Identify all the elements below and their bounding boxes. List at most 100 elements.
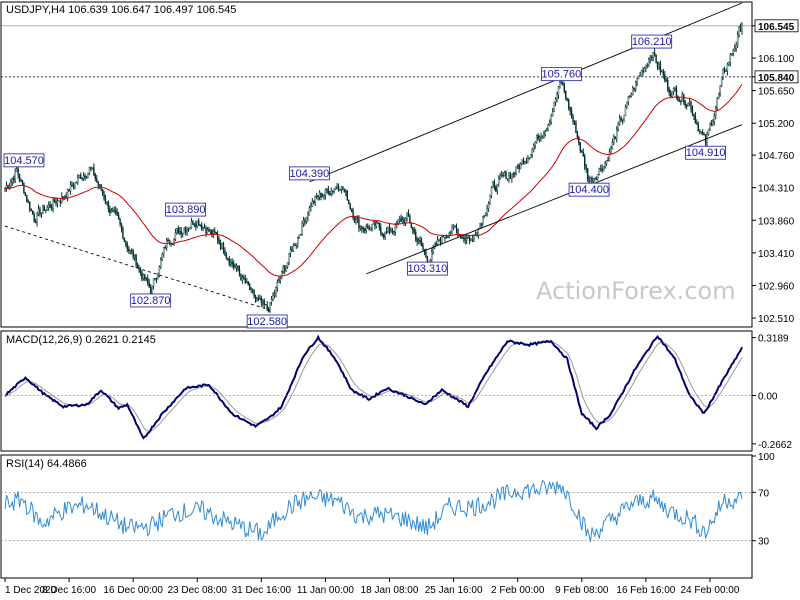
candle-body-360 <box>528 157 531 159</box>
candle-body-434 <box>636 78 638 83</box>
candle-body-227 <box>334 186 337 190</box>
candle-body-445 <box>652 52 654 58</box>
candle-body-79 <box>119 219 121 225</box>
candle-body-219 <box>323 195 325 197</box>
candle-body-209 <box>308 207 311 216</box>
annotation-box-106.210 <box>631 34 673 49</box>
candle-body-264 <box>388 226 391 231</box>
candle-body-137 <box>203 227 206 229</box>
candle-body-332 <box>487 202 490 209</box>
candle-body-506 <box>741 25 743 32</box>
candle-body-5 <box>11 178 13 183</box>
candle-body-379 <box>556 94 558 100</box>
candle-body-462 <box>677 95 679 101</box>
candle-body-407 <box>597 174 599 180</box>
time-tick-3: 23 Dec 08:00 <box>168 585 228 596</box>
candle-body-171 <box>253 289 255 296</box>
candle-body-475 <box>696 122 698 125</box>
candle-body-174 <box>257 298 260 300</box>
candle-body-395 <box>579 143 582 152</box>
candle-body-493 <box>722 70 724 78</box>
candle-body-94 <box>141 271 143 279</box>
macd-tick-0.3189: 0.3189 <box>758 334 789 345</box>
annotation-box-102.870 <box>130 293 172 308</box>
candle-body-371 <box>544 131 547 136</box>
candle-body-289 <box>425 251 427 258</box>
candle-body-166 <box>246 281 248 284</box>
candle-body-328 <box>482 215 484 225</box>
candle-body-45 <box>69 184 72 192</box>
rsi-tick-100: 100 <box>758 452 775 463</box>
candle-body-35 <box>55 201 57 204</box>
candle-body-182 <box>269 302 271 313</box>
candle-body-97 <box>145 278 147 280</box>
candle-body-480 <box>703 134 705 136</box>
candle-body-151 <box>224 249 226 256</box>
candle-body-265 <box>390 230 392 232</box>
candle-body-321 <box>471 237 474 240</box>
candle-body-331 <box>486 208 488 214</box>
candle-body-465 <box>681 94 683 102</box>
channel-upper <box>309 2 743 183</box>
candle-body-200 <box>295 243 298 246</box>
candle-body-468 <box>685 105 688 107</box>
candle-body-450 <box>659 64 662 72</box>
time-tick-1: 8 Dec 16:00 <box>42 585 96 596</box>
candle-body-95 <box>142 274 145 279</box>
candle-body-296 <box>435 243 437 245</box>
candle-body-412 <box>604 163 606 167</box>
candle-body-241 <box>355 219 357 223</box>
candle-body-48 <box>74 182 76 187</box>
candle-body-188 <box>278 280 280 283</box>
candle-body-494 <box>723 70 726 72</box>
candle-body-392 <box>575 122 577 133</box>
candle-body-344 <box>505 172 507 180</box>
candle-body-147 <box>218 239 220 244</box>
candle-body-17 <box>29 201 31 210</box>
candle-body-501 <box>734 48 736 51</box>
candle-body-420 <box>616 129 618 140</box>
candle-body-383 <box>562 81 564 85</box>
candle-body-271 <box>399 218 401 221</box>
candle-body-102 <box>152 278 155 287</box>
candle-body-157 <box>232 263 235 267</box>
time-tick-7: 25 Jan 16:00 <box>425 585 483 596</box>
annotation-box-103.890 <box>165 202 207 217</box>
candle-body-473 <box>693 113 695 117</box>
annotation-box-104.400 <box>568 182 610 197</box>
candle-body-206 <box>304 220 306 222</box>
annotation-box-104.910 <box>685 145 726 160</box>
candle-body-155 <box>230 262 232 265</box>
candle-body-380 <box>557 86 560 95</box>
candle-body-249 <box>366 226 369 228</box>
candle-body-366 <box>537 134 539 140</box>
candle-body-187 <box>276 282 279 289</box>
candle-body-2 <box>7 185 9 188</box>
candle-body-87 <box>131 250 133 252</box>
candle-body-175 <box>259 298 261 300</box>
candle-body-263 <box>387 226 389 232</box>
candle-body-130 <box>193 224 196 226</box>
candle-body-398 <box>583 155 586 167</box>
candle-body-484 <box>709 123 711 130</box>
candle-body-167 <box>247 281 249 286</box>
candle-body-483 <box>707 128 710 135</box>
candle-body-458 <box>671 91 673 97</box>
candle-body-369 <box>541 136 544 139</box>
candle-body-232 <box>342 186 344 191</box>
candle-body-184 <box>272 295 274 300</box>
candle-body-487 <box>713 115 716 122</box>
candle-body-230 <box>339 188 341 190</box>
time-tick-2: 16 Dec 00:00 <box>103 585 163 596</box>
candle-body-173 <box>256 298 258 300</box>
candle-body-308 <box>452 225 455 228</box>
candle-body-205 <box>302 220 305 224</box>
annotation-103.890: 103.890 <box>166 204 206 216</box>
candle-body-52 <box>80 175 82 179</box>
candle-body-126 <box>187 229 190 231</box>
candle-body-339 <box>498 177 500 185</box>
candle-body-284 <box>417 239 420 242</box>
candle-body-437 <box>640 70 643 76</box>
candle-body-427 <box>626 102 628 108</box>
candle-body-256 <box>377 222 379 224</box>
